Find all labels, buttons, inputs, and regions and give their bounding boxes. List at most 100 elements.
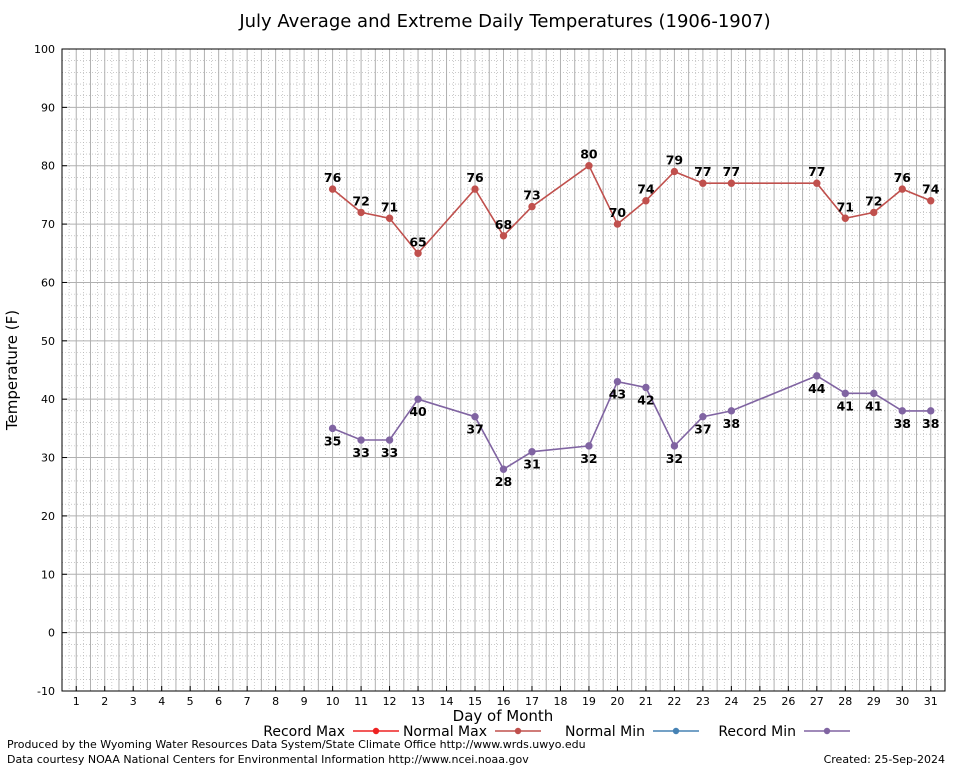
data-point: [898, 407, 906, 415]
data-label: 74: [637, 182, 655, 197]
x-tick-label: 31: [924, 695, 938, 708]
x-tick-label: 25: [753, 695, 767, 708]
data-point: [670, 442, 679, 450]
footer-data-courtesy: Data courtesy NOAA National Centers for …: [7, 753, 529, 766]
data-point: [927, 407, 935, 415]
data-point: [328, 185, 337, 193]
data-label: 77: [723, 164, 740, 179]
data-label: 73: [523, 188, 540, 203]
x-tick-label: 6: [215, 695, 222, 708]
y-tick-label: 50: [41, 335, 55, 348]
data-label: 76: [466, 170, 484, 185]
x-tick-label: 3: [130, 695, 137, 708]
data-point: [727, 407, 736, 415]
data-label: 77: [694, 164, 711, 179]
data-label: 76: [894, 170, 912, 185]
data-label: 80: [580, 147, 598, 162]
data-point: [613, 220, 622, 228]
data-point: [813, 372, 821, 380]
data-label: 79: [666, 153, 683, 168]
data-point: [870, 389, 878, 398]
data-label: 65: [409, 234, 426, 249]
data-point: [357, 436, 365, 444]
footer-produced-by: Produced by the Wyoming Water Resources …: [7, 738, 586, 751]
y-tick-label: 70: [41, 218, 55, 231]
legend-marker: [672, 727, 680, 735]
data-label: 68: [495, 217, 512, 232]
legend-label: Normal Max: [403, 724, 487, 740]
data-label: 38: [922, 416, 939, 431]
data-point: [870, 208, 878, 217]
x-tick-label: 7: [244, 695, 251, 708]
x-tick-label: 19: [582, 695, 596, 708]
y-tick-label: 20: [41, 510, 55, 523]
data-point: [385, 436, 394, 444]
x-tick-label: 10: [326, 695, 340, 708]
x-tick-label: 27: [810, 695, 824, 708]
x-tick-label: 15: [468, 695, 482, 708]
series-line: [332, 374, 931, 471]
data-point: [927, 197, 935, 205]
data-label: 32: [666, 451, 683, 466]
x-tick-label: 13: [411, 695, 425, 708]
data-label: 35: [324, 433, 341, 448]
data-label: 41: [837, 398, 854, 413]
data-point: [642, 197, 650, 205]
x-tick-label: 4: [158, 695, 165, 708]
data-label: 37: [694, 422, 711, 437]
data-label: 72: [865, 193, 882, 208]
data-point: [528, 448, 536, 456]
y-tick-label: 90: [41, 101, 55, 114]
data-label: 41: [865, 398, 882, 413]
x-tick-label: 12: [383, 695, 397, 708]
data-label: 71: [837, 199, 854, 214]
data-point: [841, 214, 850, 222]
legend-label: Record Max: [263, 724, 345, 740]
chart-title: July Average and Extreme Daily Temperatu…: [238, 11, 770, 32]
data-point: [585, 162, 593, 170]
y-tick-label: 40: [41, 393, 55, 406]
x-tick-label: 24: [724, 695, 738, 708]
x-tick-label: 29: [867, 695, 881, 708]
data-labels: 76 72 71 65 76 68 73 80 70 74 79 77 77 77 71 72 76 74 35 33…: [324, 147, 940, 489]
data-point: [898, 185, 906, 193]
data-point: [471, 185, 479, 193]
data-label: 72: [352, 193, 369, 208]
data-point: [499, 232, 508, 240]
legend-marker: [514, 727, 522, 735]
legend: Record Max Normal Max Normal Min Record Min: [263, 724, 850, 740]
data-label: 70: [609, 205, 627, 220]
x-tick-label: 1: [73, 695, 80, 708]
x-tick-label: 28: [838, 695, 852, 708]
data-point: [471, 412, 479, 421]
data-label: 33: [381, 445, 398, 460]
x-tick-label: 21: [639, 695, 653, 708]
legend-marker: [823, 727, 831, 735]
series: [328, 162, 935, 473]
x-tick-label: 17: [525, 695, 539, 708]
data-point: [727, 179, 736, 187]
data-label: 77: [808, 164, 825, 179]
data-point: [670, 167, 679, 176]
x-tick-label: 2: [101, 695, 108, 708]
data-point: [328, 424, 337, 433]
data-label: 76: [324, 170, 342, 185]
x-tick-label: 8: [272, 695, 279, 708]
data-point: [528, 202, 536, 211]
y-axis-label: Temperature (F): [3, 310, 21, 431]
data-label: 43: [609, 387, 626, 402]
grid: [61, 48, 946, 692]
x-tick-label: 20: [610, 695, 624, 708]
data-label: 74: [922, 182, 940, 197]
x-tick-label: 14: [440, 695, 454, 708]
data-point: [699, 179, 707, 187]
x-tick-label: 30: [895, 695, 909, 708]
x-tick-label: 11: [354, 695, 368, 708]
data-point: [414, 249, 422, 257]
data-point: [585, 442, 593, 450]
data-point: [499, 465, 508, 473]
x-axis-label: Day of Month: [453, 707, 554, 725]
y-tick-label: 60: [41, 276, 55, 289]
